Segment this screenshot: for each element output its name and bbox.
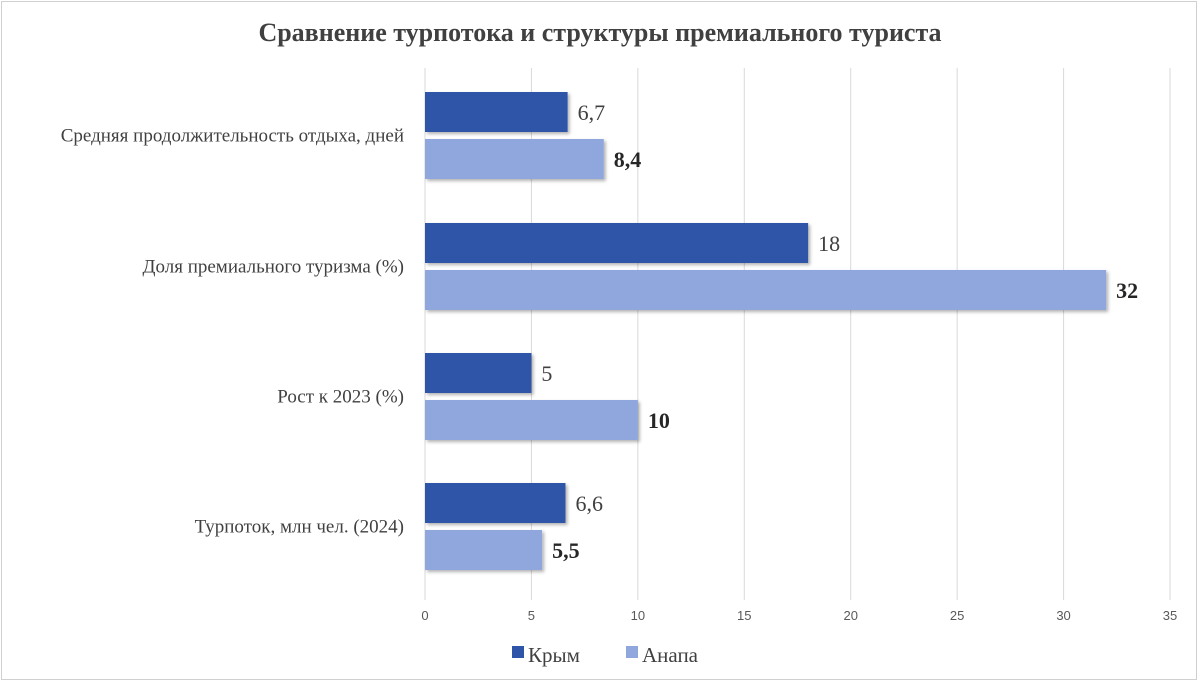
data-label: 5,5 [552, 538, 580, 563]
bar-anapa [425, 530, 543, 570]
chart-title: Сравнение турпотока и структуры премиаль… [258, 18, 941, 47]
category-label: Рост к 2023 (%) [277, 387, 404, 408]
x-tick-label: 25 [950, 608, 964, 623]
category-label: Средняя продолжительность отдыха, дней [61, 126, 404, 147]
data-label: 6,7 [578, 100, 606, 125]
bar-crimea [425, 223, 809, 263]
bar-crimea [425, 483, 566, 523]
legend-label: Крым [528, 643, 580, 667]
legend-label: Анапа [642, 643, 699, 667]
x-tick-label: 10 [631, 608, 645, 623]
x-tick-label: 15 [737, 608, 751, 623]
data-label: 5 [541, 361, 552, 386]
data-label: 18 [818, 231, 840, 256]
x-tick-label: 30 [1056, 608, 1070, 623]
x-tick-label: 35 [1163, 608, 1177, 623]
bar-anapa [425, 270, 1107, 310]
category-label: Доля премиального туризма (%) [143, 257, 404, 278]
x-tick-label: 5 [528, 608, 535, 623]
bar-anapa [425, 400, 638, 440]
data-label: 6,6 [575, 491, 603, 516]
data-label: 10 [648, 408, 670, 433]
x-tick-label: 20 [843, 608, 857, 623]
data-label: 8,4 [614, 147, 642, 172]
category-label: Турпоток, млн чел. (2024) [195, 517, 404, 538]
data-label: 32 [1116, 278, 1138, 303]
bar-anapa [425, 139, 604, 179]
x-tick-label: 0 [421, 608, 428, 623]
bar-crimea [425, 353, 532, 393]
bar-crimea [425, 92, 568, 132]
legend-swatch [626, 646, 638, 658]
legend-swatch [512, 646, 524, 658]
